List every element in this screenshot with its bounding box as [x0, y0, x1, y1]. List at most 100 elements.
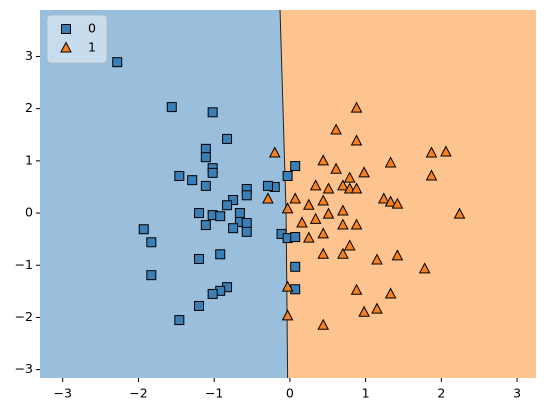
square-marker	[200, 220, 211, 231]
triangle-marker	[377, 192, 390, 204]
square-marker	[146, 237, 157, 248]
triangle-marker	[302, 231, 315, 243]
square-marker	[112, 57, 123, 68]
y-tick-label: 1	[25, 152, 33, 167]
triangle-marker	[343, 239, 356, 251]
triangle-marker	[268, 146, 281, 158]
square-marker	[207, 167, 218, 178]
triangle-marker	[317, 247, 330, 259]
square-marker	[187, 175, 198, 186]
triangle-marker	[391, 249, 404, 261]
triangle-marker	[391, 197, 404, 209]
triangle-marker	[343, 182, 356, 194]
triangle-marker	[418, 262, 431, 274]
triangle-marker	[262, 192, 274, 204]
triangle-marker	[343, 171, 356, 183]
triangle-marker	[322, 207, 335, 219]
triangle-marker	[289, 192, 302, 204]
square-marker	[262, 180, 273, 191]
square-marker	[200, 152, 211, 163]
square-marker	[138, 224, 149, 235]
triangle-marker	[281, 202, 294, 214]
triangle-marker	[302, 198, 315, 210]
square-marker	[234, 208, 245, 219]
y-tick-label: 3	[25, 48, 33, 63]
y-tick-label: −1	[15, 257, 33, 272]
triangle-marker	[296, 216, 308, 228]
square-marker	[290, 261, 301, 272]
square-marker	[228, 223, 239, 234]
legend-label: 1	[88, 40, 96, 55]
y-tick-label: 0	[25, 205, 33, 220]
square-marker	[290, 161, 301, 172]
triangle-marker	[384, 287, 397, 299]
x-tick-label: 2	[437, 386, 445, 401]
square-marker	[241, 217, 252, 228]
triangle-marker	[337, 204, 349, 216]
square-marker	[61, 24, 71, 34]
triangle-marker	[425, 146, 438, 158]
y-tick-label: −3	[15, 361, 33, 376]
square-marker	[200, 143, 211, 154]
triangle-marker	[330, 123, 342, 135]
square-marker	[174, 315, 185, 326]
square-marker	[241, 190, 252, 201]
triangle-marker	[309, 212, 322, 224]
square-marker	[222, 133, 233, 144]
triangle-marker	[371, 253, 383, 265]
x-tick-label: −2	[129, 386, 147, 401]
square-marker	[146, 270, 157, 281]
x-tick-label: 3	[513, 386, 521, 401]
region-right	[280, 10, 536, 378]
square-marker	[241, 226, 252, 237]
square-marker	[194, 253, 205, 264]
triangle-marker	[350, 182, 363, 194]
triangle-marker	[317, 154, 330, 166]
triangle-marker	[371, 302, 383, 314]
triangle-marker	[350, 283, 363, 295]
triangle-marker	[322, 182, 335, 194]
square-marker	[166, 102, 177, 113]
x-tick-label: −1	[205, 386, 223, 401]
triangle-marker	[453, 207, 466, 219]
triangle-marker	[309, 179, 322, 191]
triangle-marker	[350, 218, 363, 230]
square-marker	[215, 211, 226, 222]
triangle-marker	[337, 179, 349, 191]
triangle-marker	[317, 227, 330, 239]
x-tick-label: 0	[286, 386, 294, 401]
square-marker	[194, 300, 205, 311]
square-marker	[282, 170, 293, 181]
legend-box	[47, 15, 107, 63]
triangle-marker	[350, 101, 363, 113]
y-tick-label: −2	[15, 309, 33, 324]
legend-label: 0	[88, 21, 96, 36]
triangle-marker	[425, 169, 438, 181]
triangle-marker	[281, 280, 294, 292]
triangle-marker	[350, 134, 363, 146]
triangle-marker	[384, 195, 397, 207]
x-tick-label: 1	[362, 386, 370, 401]
square-marker	[290, 232, 301, 243]
triangle-marker	[60, 41, 72, 53]
square-marker	[174, 170, 185, 181]
triangle-marker	[358, 166, 370, 178]
triangle-marker	[384, 156, 397, 168]
x-tick-label: −3	[53, 386, 71, 401]
square-marker	[207, 288, 218, 299]
triangle-marker	[337, 218, 349, 230]
square-marker	[215, 249, 226, 260]
square-marker	[207, 107, 218, 118]
triangle-marker	[317, 318, 330, 330]
y-tick-label: 2	[25, 100, 33, 115]
triangle-marker	[317, 194, 330, 206]
triangle-marker	[330, 162, 342, 174]
triangle-marker	[358, 305, 370, 317]
square-marker	[228, 195, 239, 206]
triangle-marker	[337, 247, 349, 259]
triangle-marker	[281, 309, 294, 321]
square-marker	[200, 180, 211, 191]
triangle-marker	[440, 145, 452, 157]
square-marker	[222, 200, 233, 211]
square-marker	[194, 208, 205, 219]
